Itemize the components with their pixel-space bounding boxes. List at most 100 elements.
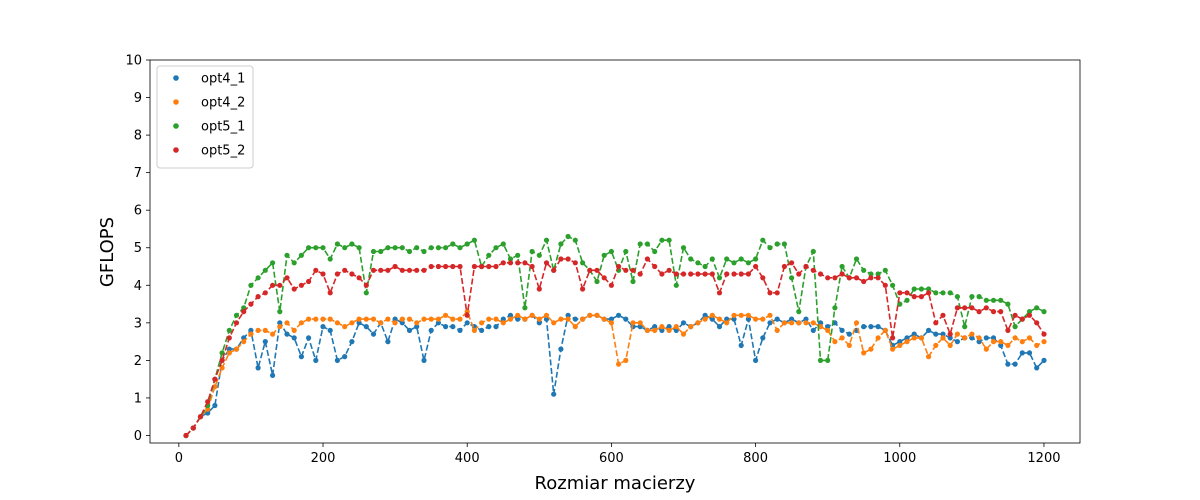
data-point bbox=[226, 335, 232, 341]
data-point bbox=[753, 263, 759, 270]
data-point bbox=[515, 252, 521, 258]
data-point bbox=[861, 324, 867, 330]
x-tick-label: 200 bbox=[311, 451, 336, 466]
data-point bbox=[450, 324, 456, 330]
data-point bbox=[370, 316, 377, 322]
data-point bbox=[594, 278, 600, 285]
x-axis-title: Rozmiar macierzy bbox=[535, 473, 696, 494]
data-point bbox=[745, 271, 752, 277]
data-point bbox=[1034, 305, 1040, 311]
data-point bbox=[529, 263, 535, 270]
data-point bbox=[947, 331, 953, 337]
data-point bbox=[543, 260, 550, 266]
data-point bbox=[926, 354, 932, 360]
data-point bbox=[443, 312, 449, 318]
data-point bbox=[926, 286, 932, 292]
data-point bbox=[486, 263, 492, 270]
data-point bbox=[731, 312, 737, 318]
legend-marker bbox=[173, 123, 179, 129]
data-point bbox=[399, 245, 405, 251]
data-point bbox=[803, 263, 809, 270]
data-point bbox=[998, 297, 1004, 303]
data-point bbox=[1019, 339, 1025, 345]
data-point bbox=[890, 335, 896, 341]
data-point bbox=[926, 290, 932, 296]
data-point bbox=[421, 357, 427, 363]
data-point bbox=[608, 320, 615, 326]
data-point bbox=[320, 324, 326, 330]
data-point bbox=[587, 267, 593, 273]
data-point bbox=[954, 339, 961, 345]
data-point bbox=[716, 290, 723, 296]
data-point bbox=[724, 256, 730, 262]
data-point bbox=[846, 275, 852, 281]
data-point bbox=[666, 327, 672, 333]
data-point bbox=[940, 335, 946, 341]
data-point bbox=[688, 256, 694, 262]
legend-marker bbox=[173, 99, 179, 105]
data-point bbox=[414, 320, 420, 326]
data-point bbox=[630, 267, 636, 273]
y-tick-label: 8 bbox=[134, 129, 142, 144]
legend-label: opt5_2 bbox=[201, 144, 245, 159]
data-point bbox=[414, 267, 420, 273]
data-point bbox=[580, 316, 586, 322]
data-point bbox=[385, 316, 391, 322]
data-point bbox=[904, 335, 910, 341]
data-point bbox=[327, 290, 333, 296]
data-point bbox=[760, 237, 766, 243]
data-point bbox=[1026, 312, 1033, 318]
data-point bbox=[825, 357, 831, 363]
data-point bbox=[572, 237, 578, 243]
data-point bbox=[378, 267, 384, 273]
legend-label: opt5_1 bbox=[201, 120, 245, 135]
data-point bbox=[940, 290, 946, 296]
data-point bbox=[601, 275, 607, 281]
data-point bbox=[911, 331, 917, 337]
data-point bbox=[190, 425, 196, 431]
series-line bbox=[185, 314, 1045, 437]
data-point bbox=[702, 271, 708, 277]
data-point bbox=[781, 320, 788, 326]
data-point bbox=[983, 305, 989, 311]
data-point bbox=[255, 275, 261, 281]
data-point bbox=[1034, 342, 1040, 348]
data-point bbox=[940, 331, 946, 337]
data-point bbox=[853, 275, 860, 281]
x-tick-label: 1000 bbox=[883, 451, 916, 466]
data-point bbox=[933, 320, 939, 326]
data-point bbox=[334, 320, 340, 326]
x-tick-label: 400 bbox=[455, 451, 480, 466]
data-point bbox=[1041, 331, 1047, 337]
data-point bbox=[760, 316, 766, 322]
data-point bbox=[789, 275, 795, 281]
data-point bbox=[947, 290, 953, 296]
x-tick-label: 0 bbox=[175, 451, 183, 466]
data-point bbox=[753, 357, 759, 363]
data-point bbox=[212, 376, 218, 382]
y-tick-label: 6 bbox=[134, 204, 142, 219]
data-point bbox=[738, 342, 744, 348]
data-point bbox=[558, 256, 564, 262]
data-point bbox=[464, 320, 470, 326]
data-point bbox=[918, 286, 925, 292]
data-point bbox=[940, 312, 946, 318]
data-point bbox=[745, 260, 752, 266]
data-point bbox=[933, 342, 939, 348]
data-point bbox=[911, 294, 917, 300]
y-axis: 0 1 2 3 4 5 6 7 8 9 10 bbox=[125, 54, 150, 444]
data-point bbox=[753, 256, 759, 262]
data-point bbox=[897, 290, 903, 296]
data-point bbox=[846, 331, 852, 337]
y-tick-label: 4 bbox=[134, 279, 142, 294]
data-point bbox=[479, 263, 485, 270]
data-point bbox=[853, 256, 860, 262]
data-point bbox=[976, 335, 982, 341]
data-point bbox=[450, 263, 456, 270]
data-point bbox=[832, 339, 838, 345]
data-point bbox=[320, 245, 326, 251]
data-point bbox=[233, 312, 240, 318]
data-point bbox=[471, 237, 477, 243]
data-point bbox=[493, 316, 499, 322]
data-point bbox=[443, 324, 449, 330]
